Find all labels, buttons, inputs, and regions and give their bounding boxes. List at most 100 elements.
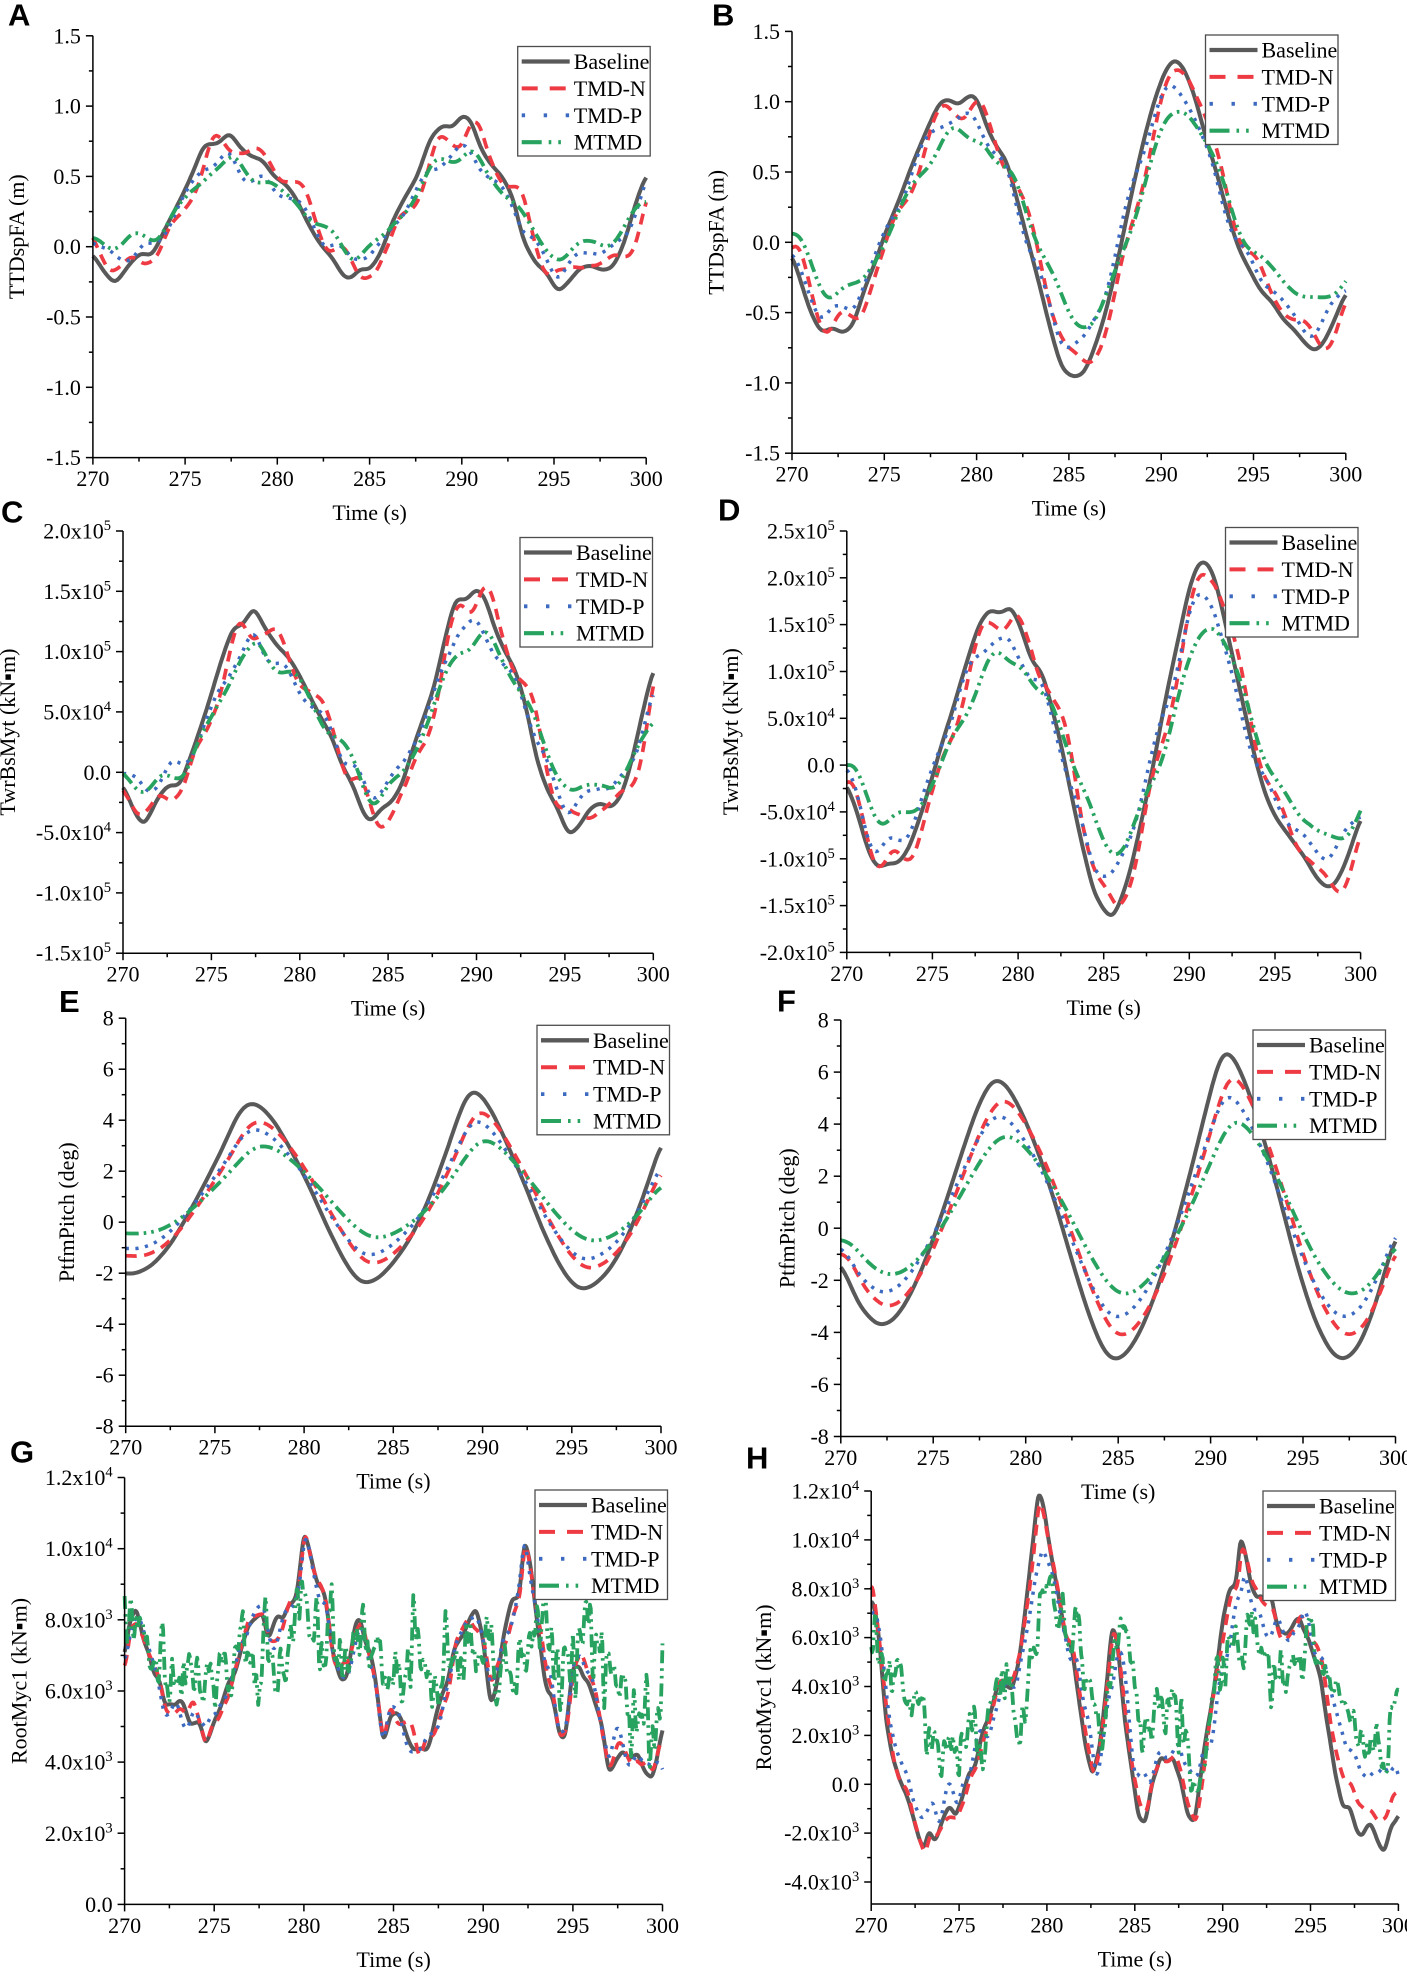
svg-text:280: 280 [283,962,316,987]
svg-text:300: 300 [637,962,670,987]
svg-text:1.0x104: 1.0x104 [45,1536,114,1562]
svg-text:TMD-N: TMD-N [576,567,648,592]
svg-text:280: 280 [288,1435,321,1460]
svg-text:-5.0x104: -5.0x104 [760,799,836,825]
svg-text:270: 270 [824,1445,857,1470]
svg-text:4.0x103: 4.0x103 [45,1749,113,1775]
svg-text:5.0x104: 5.0x104 [43,699,112,725]
svg-text:-1.5: -1.5 [745,441,780,466]
svg-text:285: 285 [1087,961,1120,986]
svg-text:285: 285 [377,1913,410,1938]
svg-text:TMD-N: TMD-N [591,1519,663,1544]
svg-text:275: 275 [169,466,202,491]
svg-text:285: 285 [1118,1913,1151,1938]
svg-text:-1.0: -1.0 [46,375,81,400]
svg-text:300: 300 [645,1435,678,1460]
svg-text:RootMyc1 (kN▪m): RootMyc1 (kN▪m) [751,1604,776,1770]
svg-text:285: 285 [1102,1445,1135,1470]
svg-text:280: 280 [287,1913,320,1938]
svg-text:4: 4 [103,1108,114,1133]
svg-text:280: 280 [1009,1445,1042,1470]
svg-text:MTMD: MTMD [1309,1113,1377,1138]
svg-text:-6: -6 [95,1363,113,1388]
svg-text:0.5: 0.5 [753,160,781,185]
svg-text:-0.5: -0.5 [745,300,780,325]
svg-text:295: 295 [555,1435,588,1460]
svg-text:TMD-P: TMD-P [591,1546,659,1571]
svg-text:8: 8 [818,1008,829,1033]
svg-text:TMD-P: TMD-P [1319,1547,1387,1572]
svg-text:G: G [10,1435,34,1470]
svg-text:MTMD: MTMD [593,1109,661,1134]
svg-text:-4: -4 [810,1320,828,1345]
svg-text:5.0x104: 5.0x104 [767,705,836,731]
svg-text:300: 300 [1382,1913,1407,1938]
svg-text:300: 300 [1379,1445,1407,1470]
svg-text:0.0: 0.0 [807,753,835,778]
svg-text:-2: -2 [95,1261,113,1286]
svg-text:0: 0 [818,1216,829,1241]
svg-text:MTMD: MTMD [1282,611,1350,636]
svg-text:PtfmPitch (deg): PtfmPitch (deg) [54,1142,79,1282]
svg-text:285: 285 [377,1435,410,1460]
svg-text:1.0x104: 1.0x104 [791,1527,860,1553]
svg-text:-1.0: -1.0 [745,370,780,395]
svg-text:-1.0x105: -1.0x105 [36,880,111,906]
svg-text:2.0x103: 2.0x103 [45,1820,113,1846]
svg-text:2.0x103: 2.0x103 [791,1722,859,1748]
svg-text:0.5: 0.5 [53,164,81,189]
svg-text:2.0x105: 2.0x105 [43,518,111,544]
svg-text:MTMD: MTMD [1319,1574,1387,1599]
svg-text:295: 295 [1237,462,1270,487]
svg-text:295: 295 [538,466,571,491]
svg-text:-1.5x105: -1.5x105 [760,893,835,919]
svg-text:2: 2 [818,1164,829,1189]
svg-text:Time (s): Time (s) [351,996,425,1021]
svg-text:TMD-N: TMD-N [574,76,646,101]
svg-text:290: 290 [467,1913,500,1938]
svg-text:1.2x104: 1.2x104 [45,1465,114,1491]
svg-text:2.0x105: 2.0x105 [767,565,835,591]
svg-text:290: 290 [460,962,493,987]
svg-text:0.0: 0.0 [53,234,81,259]
svg-text:-1.5: -1.5 [46,445,81,470]
svg-text:275: 275 [916,961,949,986]
svg-text:0.0: 0.0 [84,760,112,785]
svg-text:6: 6 [818,1060,829,1085]
svg-text:1.0x105: 1.0x105 [43,639,111,665]
svg-text:270: 270 [76,466,109,491]
svg-text:B: B [712,0,734,33]
svg-text:A: A [8,0,30,33]
svg-text:TwrBsMyt (kN▪m): TwrBsMyt (kN▪m) [718,648,743,815]
svg-text:D: D [718,493,740,528]
svg-text:-4: -4 [95,1312,113,1337]
svg-text:TMD-N: TMD-N [593,1055,665,1080]
svg-text:PtfmPitch (deg): PtfmPitch (deg) [775,1148,800,1288]
svg-text:1.5: 1.5 [753,19,781,44]
svg-text:MTMD: MTMD [574,130,642,155]
svg-text:6: 6 [103,1057,114,1082]
svg-text:H: H [746,1441,768,1476]
svg-text:275: 275 [868,462,901,487]
svg-text:Time (s): Time (s) [356,1947,430,1972]
svg-text:285: 285 [353,466,386,491]
svg-text:280: 280 [1002,961,1035,986]
svg-text:-8: -8 [95,1414,113,1439]
svg-text:TMD-P: TMD-P [1262,91,1330,116]
svg-text:300: 300 [646,1913,679,1938]
svg-text:-0.5: -0.5 [46,305,81,330]
svg-text:TMD-P: TMD-P [1309,1086,1377,1111]
svg-text:TMD-P: TMD-P [593,1082,661,1107]
svg-text:1.0: 1.0 [753,89,781,114]
svg-text:Baseline: Baseline [1282,530,1358,555]
svg-text:270: 270 [830,961,863,986]
svg-text:Time (s): Time (s) [332,500,406,525]
svg-text:Baseline: Baseline [576,540,652,565]
svg-text:280: 280 [261,466,294,491]
svg-text:8.0x103: 8.0x103 [45,1607,113,1633]
svg-text:270: 270 [108,1913,141,1938]
svg-text:1.0: 1.0 [53,94,81,119]
svg-text:300: 300 [1329,462,1362,487]
svg-text:TMD-N: TMD-N [1282,557,1354,582]
svg-text:290: 290 [1206,1913,1239,1938]
